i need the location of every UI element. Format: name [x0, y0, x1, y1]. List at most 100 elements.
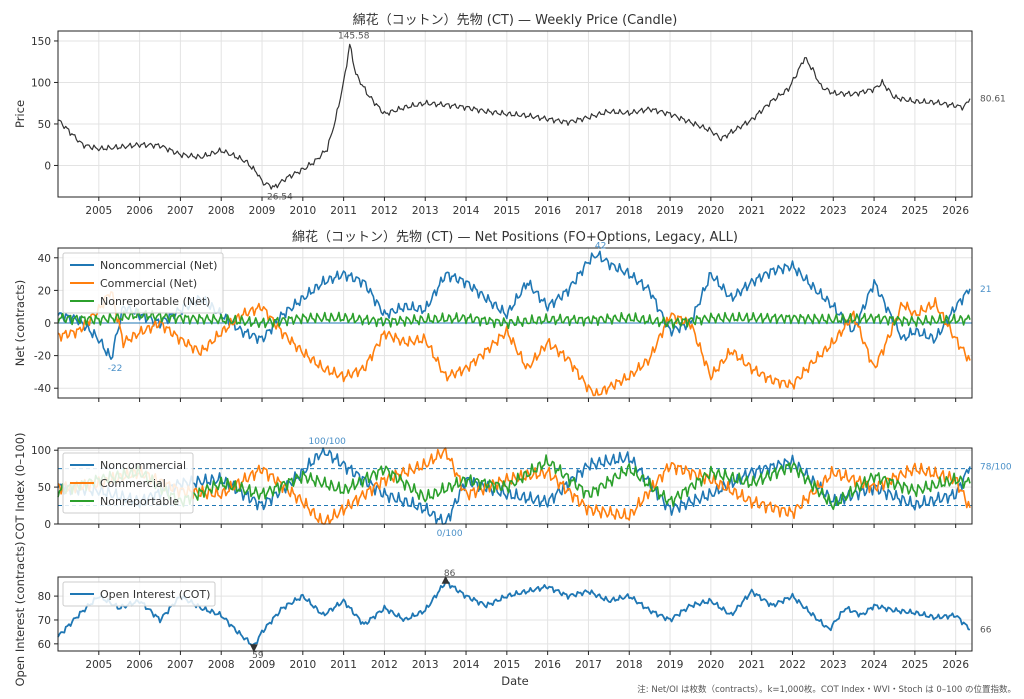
x-tick-label: 2020	[697, 659, 724, 671]
series-line-open-interest-cot-	[57, 580, 971, 647]
x-tick-label: 2012	[371, 205, 398, 217]
y-tick-label: 0	[44, 160, 51, 172]
min-value-label: -26.54	[264, 192, 293, 202]
panel-open-interest: 60 70 80 2005 2006 2007 2008 2009 2010 2011 2012 20…	[13, 541, 992, 688]
legend-entry: Open Interest (COT)	[100, 588, 210, 601]
x-tick-label: 2025	[902, 205, 929, 217]
y-tick-label: 100	[31, 77, 51, 89]
panel-title: 綿花（コットン）先物 (CT) — Weekly Price (Candle)	[353, 12, 678, 28]
x-tick-label: 2006	[126, 659, 153, 671]
x-tick-label: 2019	[657, 205, 684, 217]
max-value-label: 145.58	[338, 32, 370, 42]
y-tick-label: 150	[31, 36, 51, 48]
x-tick-label: 2006	[126, 205, 153, 217]
x-tick-label: 2016	[534, 659, 561, 671]
x-tick-label: 2009	[249, 205, 276, 217]
series-line-nonreportable	[57, 454, 971, 511]
legend-box	[62, 581, 216, 607]
axes-frame	[57, 30, 973, 198]
x-tick-label: 2025	[902, 659, 929, 671]
x-tick-label: 2010	[289, 205, 316, 217]
y-tick-label: 70	[38, 615, 51, 627]
axes-frame	[57, 576, 973, 652]
max-value-label: 86	[444, 569, 456, 579]
min-value-label: 59	[252, 651, 264, 661]
y-tick-label: 20	[38, 285, 51, 297]
min-value-label: -22	[108, 364, 123, 374]
legend-box	[62, 252, 224, 314]
series-line-noncommercial	[57, 447, 971, 525]
x-tick-label: 2022	[779, 205, 806, 217]
x-tick-label: 2005	[85, 659, 112, 671]
x-tick-label: 2026	[942, 205, 969, 217]
x-tick-label: 2021	[738, 659, 765, 671]
series-line-price	[57, 43, 971, 190]
x-tick-label: 2016	[534, 205, 561, 217]
last-value-label: 66	[980, 626, 992, 636]
x-tick-label: 2009	[249, 659, 276, 671]
panel-price: 0 50 100 150 2005 2006 2007 2008 2009 2010 2011 201…	[13, 12, 1006, 217]
x-tick-label: 2024	[861, 659, 888, 671]
x-tick-label: 2011	[330, 205, 357, 217]
last-value-label: 21	[980, 285, 991, 295]
x-tick-label: 2015	[493, 205, 520, 217]
legend-entry: Commercial (Net)	[100, 277, 197, 290]
y-tick-label: 0	[44, 318, 51, 330]
max-marker	[441, 575, 450, 584]
y-tick-label: 60	[38, 639, 51, 651]
series-line-nonreportable-net-	[57, 308, 971, 330]
y-tick-label: 50	[38, 482, 51, 494]
x-tick-label: 2026	[942, 659, 969, 671]
y-tick-label: 50	[38, 119, 51, 131]
x-tick-label: 2023	[820, 659, 847, 671]
last-value-label: 78/100	[980, 462, 1012, 472]
legend-entry: Nonreportable (Net)	[100, 295, 210, 308]
x-tick-label: 2007	[167, 659, 194, 671]
axes-frame	[57, 447, 973, 525]
legend-box	[62, 452, 194, 514]
max-value-label: 42	[595, 242, 606, 252]
x-tick-label: 2018	[616, 659, 643, 671]
x-tick-label: 2023	[820, 205, 847, 217]
panel-net: -40 -20 0 20 40 綿花（コットン）先物 (CT) — Net Positio…	[13, 229, 991, 402]
y-tick-label: 80	[38, 591, 51, 603]
y-axis-label: Open Interest (contracts)	[13, 541, 27, 686]
legend: Noncommercial Commercial Nonreportable	[62, 452, 194, 514]
x-tick-label: 2008	[208, 659, 235, 671]
x-tick-label: 2020	[697, 205, 724, 217]
x-tick-label: 2014	[453, 205, 480, 217]
x-tick-label: 2021	[738, 205, 765, 217]
legend-entry: Noncommercial (Net)	[100, 259, 217, 272]
max-value-label: 100/100	[309, 437, 347, 447]
y-axis-label: Net (contracts)	[13, 280, 27, 367]
panel-cot-index: 0 50 100 COT Index (0–100) 100/100 0/100 78/10…	[13, 432, 1012, 539]
y-tick-label: 40	[38, 253, 51, 265]
y-axis-label: COT Index (0–100)	[13, 432, 27, 539]
x-tick-label: 2019	[657, 659, 684, 671]
y-tick-label: 100	[31, 445, 51, 457]
y-tick-label: -20	[34, 351, 51, 363]
x-tick-label: 2017	[575, 659, 602, 671]
last-value-label: 80.61	[980, 95, 1006, 105]
x-tick-label: 2005	[85, 205, 112, 217]
y-axis-label: Price	[13, 100, 27, 128]
legend-entry: Nonreportable	[100, 495, 179, 508]
series-line-commercial-net-	[57, 291, 971, 397]
x-tick-label: 2014	[453, 659, 480, 671]
x-tick-label: 2017	[575, 205, 602, 217]
x-tick-label: 2007	[167, 205, 194, 217]
min-marker	[249, 644, 258, 653]
x-tick-label: 2008	[208, 205, 235, 217]
x-tick-label: 2018	[616, 205, 643, 217]
footnote: 注: Net/OI は枚数（contracts）。k=1,000枚。COT In…	[637, 684, 1016, 695]
x-tick-label: 2013	[412, 205, 439, 217]
legend-entry: Noncommercial	[100, 459, 186, 472]
x-tick-label: 2013	[412, 659, 439, 671]
legend-entry: Commercial	[100, 477, 166, 490]
legend: Open Interest (COT)	[62, 581, 216, 607]
y-tick-label: 0	[44, 519, 51, 531]
x-tick-label: 2015	[493, 659, 520, 671]
panel-title: 綿花（コットン）先物 (CT) — Net Positions (FO+Opti…	[292, 229, 738, 245]
x-tick-label: 2011	[330, 659, 357, 671]
